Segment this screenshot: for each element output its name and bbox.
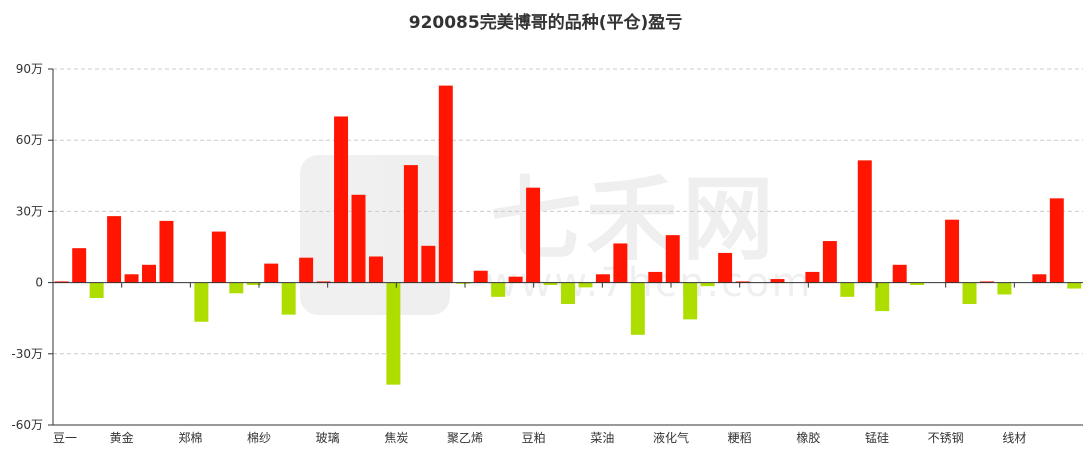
chart-title: 920085完美博哥的品种(平仓)盈亏 (408, 13, 683, 33)
watermark-logo-icon (300, 155, 450, 315)
bar (648, 271, 663, 283)
bar (54, 281, 69, 283)
bar (543, 282, 558, 285)
bar (822, 241, 837, 283)
bar (770, 279, 785, 283)
bar (246, 282, 261, 285)
x-tick-label: 玻璃 (316, 431, 340, 445)
bar (945, 219, 960, 283)
bar (72, 248, 87, 283)
bar (368, 256, 383, 283)
x-tick-label: 郑棉 (178, 430, 202, 445)
y-tick-label: 90万 (16, 62, 43, 76)
bar (456, 282, 471, 284)
bar (630, 282, 645, 335)
bar (857, 160, 872, 283)
bar (910, 282, 925, 285)
bar (491, 282, 506, 297)
bar (386, 282, 401, 385)
bar (700, 282, 715, 287)
bar (159, 220, 174, 283)
bar (438, 85, 453, 283)
bar (840, 282, 855, 297)
bar (561, 282, 575, 304)
bar (613, 243, 628, 283)
bar (299, 257, 314, 283)
y-tick-label: 30万 (16, 204, 43, 218)
x-tick-label: 菜油 (590, 431, 614, 445)
bar (473, 270, 488, 283)
x-tick-label: 橡胶 (796, 430, 820, 445)
bar (124, 274, 139, 283)
x-tick-label: 棉纱 (247, 431, 271, 445)
bar (142, 264, 156, 283)
bar (875, 282, 890, 312)
x-tick-label: 黄金 (110, 430, 134, 445)
bar (1067, 282, 1082, 289)
bar (194, 282, 209, 322)
bar (421, 245, 436, 283)
bar (508, 276, 523, 283)
bar (980, 281, 994, 283)
x-tick-label: 聚乙烯 (447, 431, 483, 445)
bar (351, 194, 366, 283)
bar (735, 281, 750, 283)
x-tick-label: 液化气 (653, 430, 689, 445)
bar (107, 216, 122, 283)
x-tick-label: 焦炭 (384, 431, 408, 445)
bar (229, 282, 244, 294)
x-tick-label: 豆一 (53, 431, 77, 445)
bar (997, 282, 1012, 295)
x-tick-label: 线材 (1002, 431, 1026, 445)
bar (264, 263, 279, 283)
bar (89, 282, 104, 299)
x-tick-label: 粳稻 (728, 431, 752, 445)
bar (1049, 198, 1064, 283)
bar (892, 264, 907, 283)
y-tick-label: -60万 (11, 418, 43, 432)
y-tick-label: 0 (35, 276, 43, 290)
bar (281, 282, 296, 315)
bar (334, 116, 349, 283)
bar (595, 274, 610, 283)
x-tick-label: 豆粕 (522, 430, 546, 445)
bar (962, 282, 977, 304)
bar (211, 231, 226, 283)
bar (665, 235, 680, 283)
x-tick-label: 不锈钢 (928, 431, 964, 445)
y-tick-label: 60万 (16, 133, 43, 147)
x-tick-label: 锰硅 (865, 430, 889, 445)
bar (718, 252, 733, 283)
bar (526, 187, 541, 283)
bar (683, 282, 698, 320)
bar (403, 165, 418, 283)
bar (1032, 274, 1047, 283)
bar (805, 271, 820, 283)
y-tick-label: -30万 (11, 347, 43, 361)
bar (316, 281, 331, 283)
bar (578, 282, 593, 288)
